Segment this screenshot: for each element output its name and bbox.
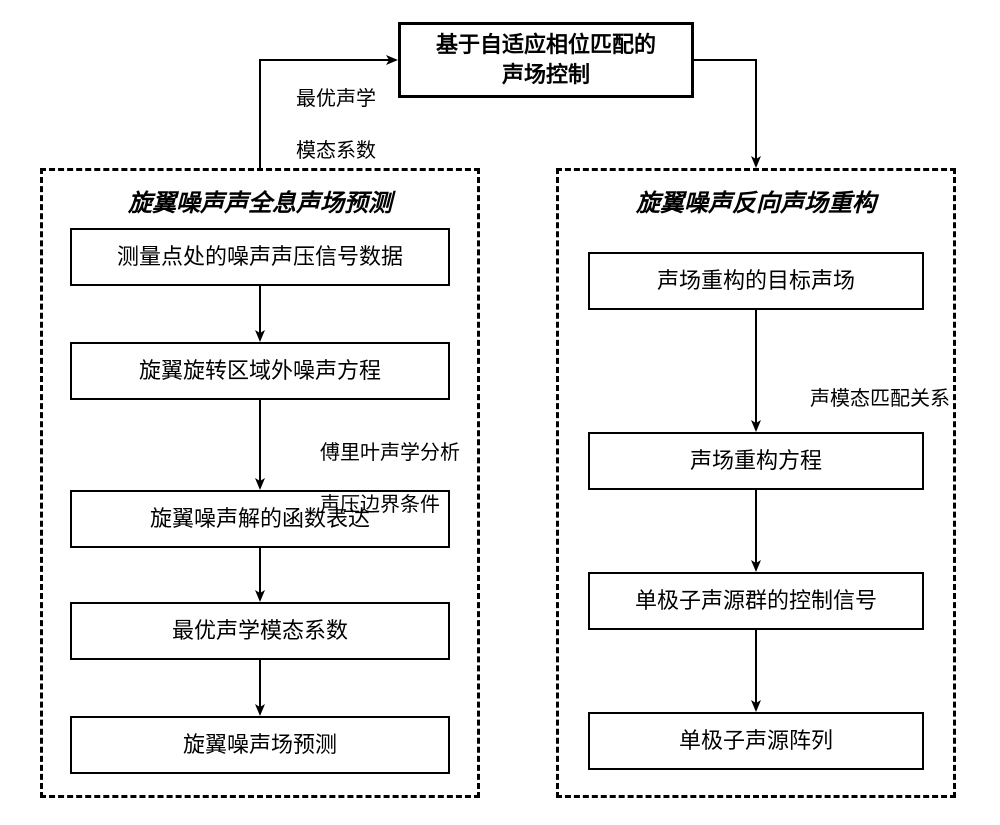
label-modal-match: 声模态匹配关系 <box>790 360 950 438</box>
right-box-4: 单极子声源阵列 <box>588 712 924 770</box>
top-box-line1: 基于自适应相位匹配的 <box>436 32 656 57</box>
left-box-2: 旋翼旋转区域外噪声方程 <box>70 342 450 400</box>
right-box-1: 声场重构的目标声场 <box>588 252 924 310</box>
left-box-5: 旋翼噪声场预测 <box>70 716 450 774</box>
arrow-top-to-right <box>694 60 756 166</box>
top-box-line2: 声场控制 <box>502 62 590 87</box>
right-box-2: 声场重构方程 <box>588 432 924 490</box>
left-box-1: 测量点处的噪声声压信号数据 <box>70 228 450 286</box>
diagram-canvas: 基于自适应相位匹配的 声场控制 最优声学 模态系数 旋翼噪声声全息声场预测 测量… <box>0 0 1000 825</box>
left-box-4: 最优声学模态系数 <box>70 602 450 660</box>
top-control-box: 基于自适应相位匹配的 声场控制 <box>398 22 694 98</box>
left-panel-title: 旋翼噪声声全息声场预测 <box>43 183 477 218</box>
right-box-3: 单极子声源群的控制信号 <box>588 572 924 630</box>
right-panel-title: 旋翼噪声反向声场重构 <box>559 183 953 218</box>
label-fourier: 傅里叶声学分析 声压边界条件 <box>300 414 460 544</box>
